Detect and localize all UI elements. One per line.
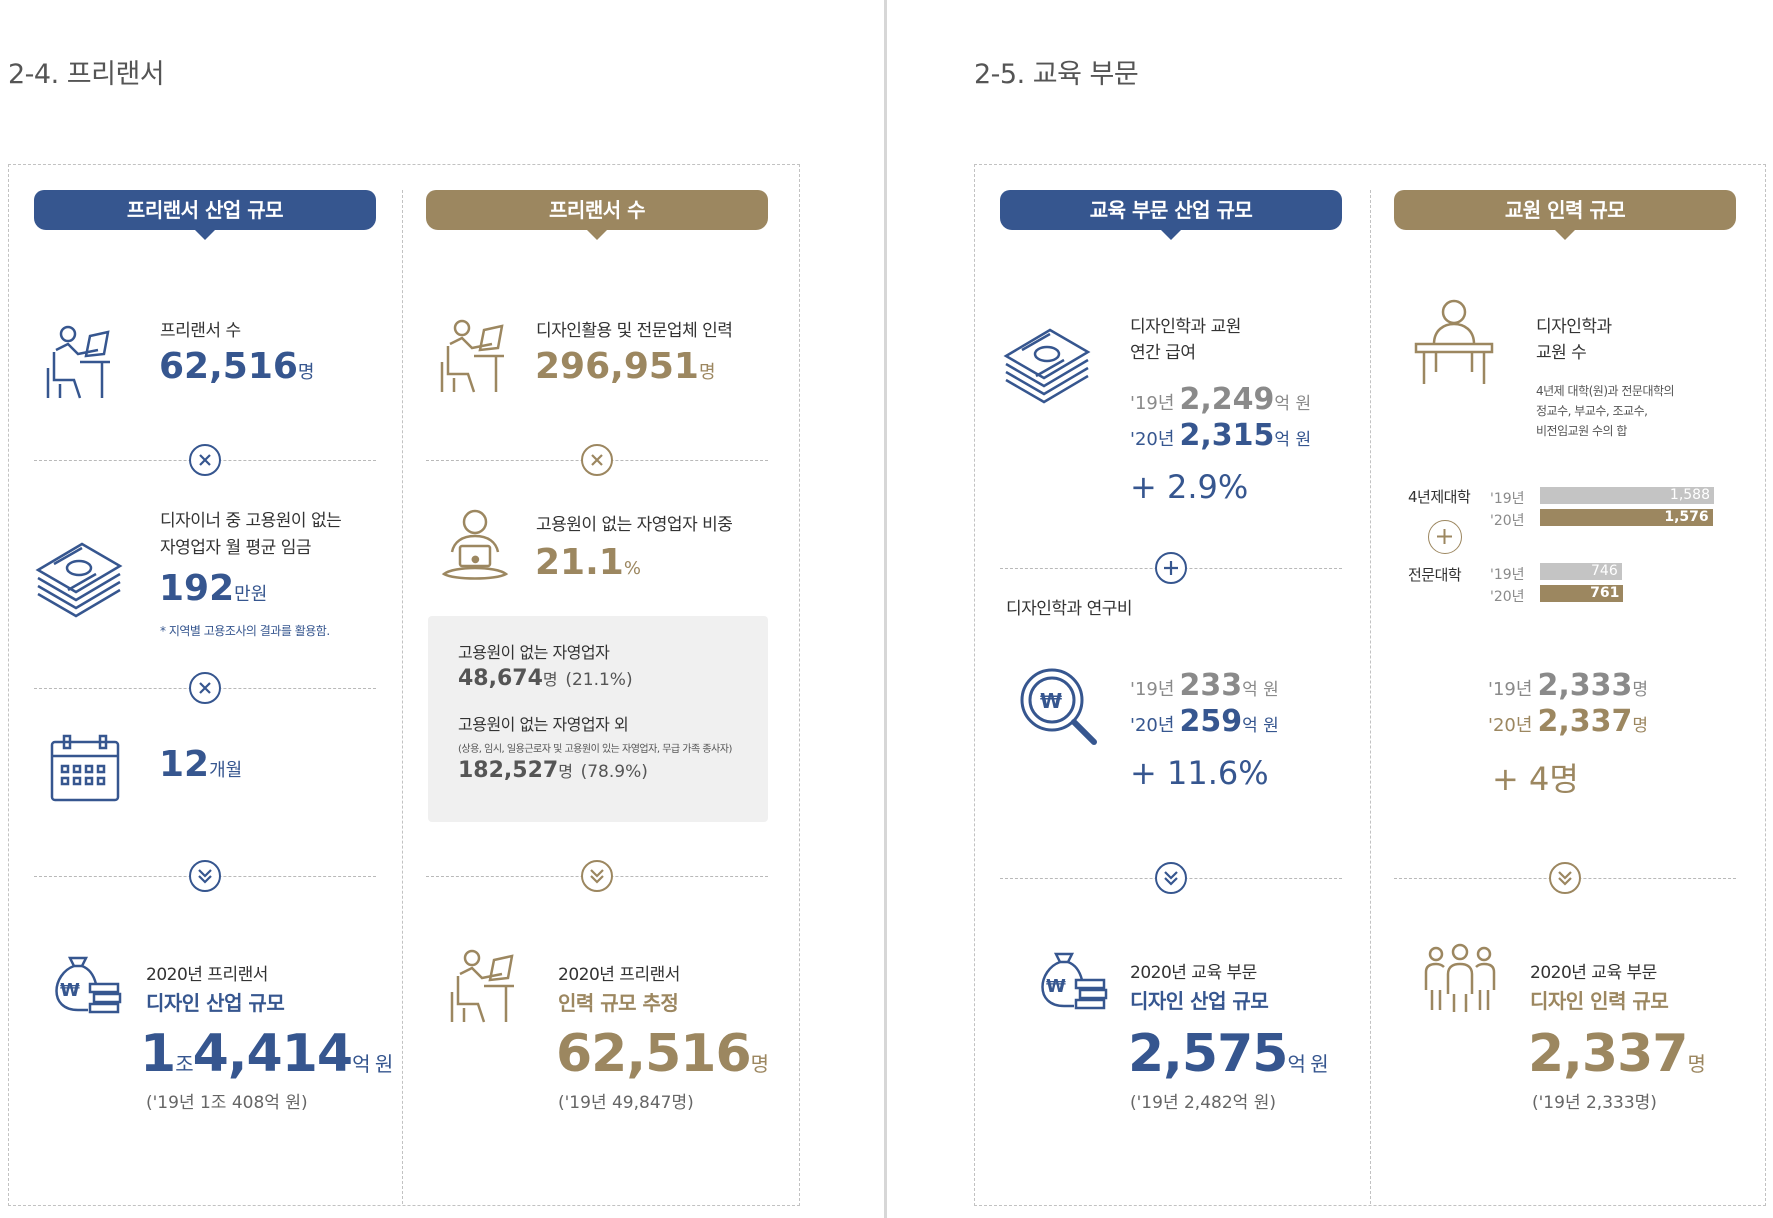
magnifier-won-icon: ₩ <box>1020 668 1097 745</box>
breakdown-value-2: 182,527명 (78.9%) <box>458 758 648 783</box>
multiply-icon <box>189 444 221 476</box>
desk-worker-icon <box>450 949 514 1023</box>
result-label-2: 인력 규모 추정 <box>558 991 679 1015</box>
faculty-note-3: 비전임교원 수의 합 <box>1536 424 1627 438</box>
designer-wage-value: 192만원 <box>159 568 268 609</box>
designer-wage-label-2: 자영업자 월 평균 임금 <box>160 538 311 558</box>
plus-icon <box>1155 552 1187 584</box>
faculty-note-1: 4년제 대학(원)과 전문대학의 <box>1536 384 1675 398</box>
result-label-2: 디자인 산업 규모 <box>146 991 285 1015</box>
ribbon-education-industry: 교육 부문 산업 규모 <box>1000 190 1342 240</box>
breakdown-label-2: 고용원이 없는 자영업자 외 <box>458 715 629 734</box>
research-2019: '19년 233억 원 <box>1130 668 1279 703</box>
money-bag-icon: ₩ <box>55 956 122 1014</box>
result-label-2: 디자인 인력 규모 <box>1530 989 1669 1013</box>
education-industry-prev: ('19년 2,482억 원) <box>1130 1093 1276 1113</box>
salary-label-2: 연간 급여 <box>1130 343 1196 363</box>
bar-group-college: 전문대학 <box>1408 566 1462 584</box>
people-group-icon <box>1424 943 1496 1012</box>
freelancer-count-value: 62,516명 <box>159 346 315 387</box>
education-industry-value: 2,575억 원 <box>1128 1024 1329 1084</box>
svg-text:₩: ₩ <box>1040 689 1062 713</box>
research-label: 디자인학과 연구비 <box>1006 599 1133 619</box>
faculty-note-2: 정교수, 부교수, 조교수, <box>1536 404 1648 418</box>
design-workforce-value: 296,951명 <box>535 346 716 387</box>
bar-year-20: '20년 <box>1490 589 1525 605</box>
double-chevron-down-icon <box>1155 862 1187 894</box>
salary-label-1: 디자인학과 교원 <box>1130 317 1241 337</box>
column-separator <box>1370 190 1371 1204</box>
page-divider <box>884 0 887 1218</box>
faculty-label-2: 교원 수 <box>1536 343 1587 363</box>
faculty-growth: + 4명 <box>1492 760 1579 798</box>
money-bag-icon: ₩ <box>1041 952 1108 1010</box>
multiply-icon <box>189 672 221 704</box>
multiply-icon <box>581 444 613 476</box>
design-workforce-label: 디자인활용 및 전문업체 인력 <box>536 321 733 341</box>
freelancer-industry-prev: ('19년 1조 408억 원) <box>146 1093 308 1113</box>
svg-text:●: ● <box>471 554 480 565</box>
faculty-total-2020: '20년 2,337명 <box>1488 704 1649 739</box>
education-workforce-prev: ('19년 2,333명) <box>1532 1093 1657 1113</box>
salary-2019: '19년 2,249억 원 <box>1130 382 1312 417</box>
designer-wage-label-1: 디자이너 중 고용원이 없는 <box>160 511 342 531</box>
salary-2020: '20년 2,315억 원 <box>1130 418 1312 453</box>
desk-worker-icon <box>46 325 110 399</box>
section-title-education: 2-5. 교육 부문 <box>974 59 1139 90</box>
bar-university-2019: 1,588 <box>1540 487 1714 504</box>
research-2020: '20년 259억 원 <box>1130 704 1279 739</box>
section-title-freelancer: 2-4. 프리랜서 <box>8 59 165 90</box>
months-value: 12개월 <box>159 744 243 785</box>
desk-worker-icon <box>440 319 504 393</box>
education-panel <box>974 164 1766 1206</box>
money-stack-icon <box>35 542 123 618</box>
ribbon-freelancer-industry: 프리랜서 산업 규모 <box>34 190 376 240</box>
salary-growth: + 2.9% <box>1130 468 1249 506</box>
ribbon-faculty-workforce: 교원 인력 규모 <box>1394 190 1736 240</box>
svg-text:₩: ₩ <box>60 980 80 1001</box>
faculty-total-2019: '19년 2,333명 <box>1488 668 1649 703</box>
freelancer-industry-value: 1조4,414억 원 <box>140 1024 393 1084</box>
column-separator <box>402 190 403 1204</box>
wage-note: * 지역별 고용조사의 결과를 활용함. <box>160 624 330 638</box>
freelancer-workforce-value: 62,516명 <box>556 1024 769 1084</box>
laptop-person-icon: ● <box>441 509 509 580</box>
result-label-1: 2020년 교육 부문 <box>1530 963 1657 983</box>
ribbon-freelancer-count: 프리랜서 수 <box>426 190 768 240</box>
lecturer-icon <box>1414 299 1494 384</box>
double-chevron-down-icon <box>189 860 221 892</box>
double-chevron-down-icon <box>1549 862 1581 894</box>
breakdown-label-1: 고용원이 없는 자영업자 <box>458 643 610 662</box>
result-label-1: 2020년 프리랜서 <box>146 965 268 985</box>
breakdown-box <box>428 616 768 822</box>
faculty-label-1: 디자인학과 <box>1536 317 1612 337</box>
result-label-2: 디자인 산업 규모 <box>1130 989 1269 1013</box>
breakdown-note: (상용, 임시, 일용근로자 및 고용원이 있는 자영업자, 무급 가족 종사자… <box>458 744 732 755</box>
education-workforce-value: 2,337명 <box>1528 1024 1706 1084</box>
bar-year-19: '19년 <box>1490 491 1525 507</box>
bar-college-2019: 746 <box>1540 563 1622 580</box>
bar-college-2020: 761 <box>1540 585 1624 602</box>
result-label-1: 2020년 프리랜서 <box>558 965 680 985</box>
plus-icon <box>1428 520 1462 554</box>
bar-university-2020: 1,576 <box>1540 509 1713 526</box>
self-employed-ratio-value: 21.1% <box>535 542 641 583</box>
bar-year-20: '20년 <box>1490 513 1525 529</box>
breakdown-value-1: 48,674명 (21.1%) <box>458 666 633 691</box>
svg-text:₩: ₩ <box>1046 976 1066 997</box>
result-label-1: 2020년 교육 부문 <box>1130 963 1257 983</box>
research-growth: + 11.6% <box>1130 754 1269 792</box>
freelancer-workforce-prev: ('19년 49,847명) <box>558 1093 694 1113</box>
calendar-icon <box>50 734 120 802</box>
freelancer-count-label: 프리랜서 수 <box>160 321 241 341</box>
bar-group-university: 4년제대학 <box>1408 488 1471 506</box>
self-employed-ratio-label: 고용원이 없는 자영업자 비중 <box>536 515 733 535</box>
money-stack-icon <box>1003 328 1091 404</box>
bar-year-19: '19년 <box>1490 567 1525 583</box>
freelancer-panel <box>8 164 800 1206</box>
double-chevron-down-icon <box>581 860 613 892</box>
